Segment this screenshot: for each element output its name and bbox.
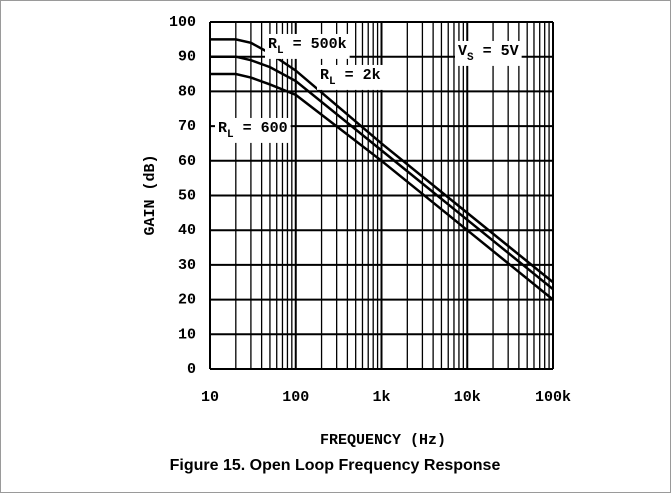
annotation-text: R — [320, 67, 329, 84]
y-tick-label: 10 — [178, 326, 196, 343]
x-tick-label: 10k — [454, 389, 481, 406]
annotation: RL = 2k — [320, 67, 381, 88]
y-tick-label: 0 — [187, 361, 196, 378]
annotation-rest: = 500k — [284, 36, 347, 53]
annotation-bg — [265, 33, 350, 59]
y-tick-label: 100 — [169, 14, 196, 31]
y-tick-label: 90 — [178, 49, 196, 66]
annotation-text: R — [268, 36, 277, 53]
y-tick-label: 70 — [178, 118, 196, 135]
x-tick-label: 100 — [282, 389, 309, 406]
y-axis-label: GAIN (dB) — [142, 154, 159, 235]
annotation-sub: L — [329, 76, 336, 88]
annotation-text: R — [218, 120, 227, 137]
annotation-rest: = 2k — [336, 67, 381, 84]
line — [210, 55, 554, 291]
y-tick-label: 80 — [178, 83, 196, 100]
annotation-text: V — [458, 43, 467, 60]
x-tick-label: 10 — [201, 389, 219, 406]
y-tick-label: 60 — [178, 153, 196, 170]
y-tick-label: 20 — [178, 292, 196, 309]
line — [210, 38, 554, 284]
x-tick-label: 100k — [535, 389, 571, 406]
annotation: VS = 5V — [458, 43, 519, 64]
annotation-bg — [317, 64, 384, 90]
annotation: RL = 600 — [218, 120, 288, 141]
chart-title: Figure 15. Open Loop Frequency Response — [170, 457, 501, 474]
x-axis-label: FREQUENCY (Hz) — [320, 432, 446, 449]
x-tick-label: 1k — [372, 389, 390, 406]
annotation-bg — [455, 40, 522, 66]
y-tick-label: 40 — [178, 222, 196, 239]
annotation-rest: = 5V — [474, 43, 519, 60]
y-tick-label: 50 — [178, 187, 196, 204]
annotation-sub: L — [277, 45, 284, 57]
annotation-sub: S — [467, 52, 474, 64]
y-tick-label: 30 — [178, 257, 196, 274]
annotation-rest: = 600 — [234, 120, 288, 137]
annotation-sub: L — [227, 129, 234, 141]
annotation-bg — [215, 117, 291, 143]
annotation: RL = 500k — [268, 36, 347, 57]
line — [210, 72, 554, 301]
